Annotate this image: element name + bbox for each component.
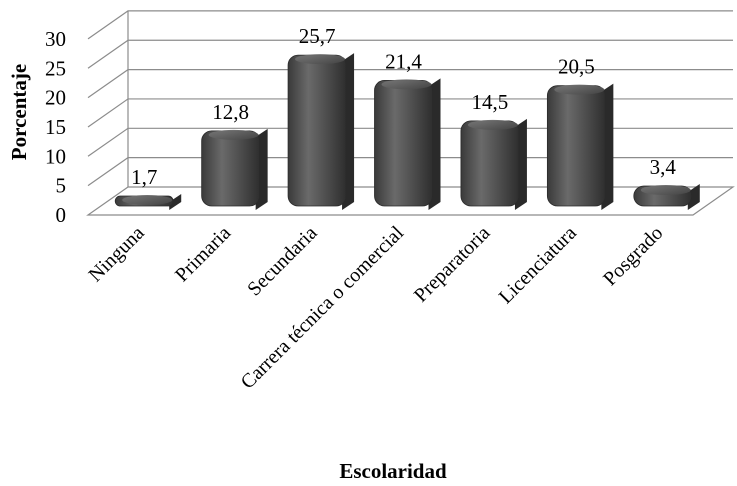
x-tick-label: Secundaria — [243, 222, 321, 300]
y-tick-label: 5 — [56, 174, 67, 198]
bar — [546, 83, 614, 210]
bar — [633, 184, 700, 210]
x-tick-label: Posgrado — [599, 222, 667, 290]
bar-top — [122, 195, 173, 206]
data-label: 12,8 — [212, 100, 249, 124]
y-axis-title: Porcentaje — [7, 64, 31, 160]
bar-top — [381, 79, 432, 90]
x-tick-label: Ninguna — [84, 222, 148, 286]
gridline — [87, 10, 733, 40]
data-label: 1,7 — [131, 165, 157, 189]
bar-top — [640, 185, 691, 196]
bars — [114, 53, 700, 211]
bar-body — [460, 120, 520, 207]
bar-body — [201, 130, 261, 207]
bar — [114, 194, 182, 210]
x-axis-title: Escolaridad — [339, 459, 447, 483]
data-labels: 1,7 12,8 25,7 21,4 14,5 20,5 3,4 — [131, 24, 676, 189]
y-tick-label: 15 — [45, 115, 66, 139]
bar-body — [287, 54, 347, 207]
gridlines — [86, 10, 735, 216]
floor-plane — [86, 186, 735, 216]
bar-side — [169, 194, 182, 210]
y-tick-label: 0 — [56, 203, 67, 227]
x-tick-label: Primaria — [171, 222, 235, 286]
bar-top — [554, 84, 605, 95]
x-tick-label: Preparatoria — [410, 222, 495, 307]
bar-top — [208, 129, 259, 140]
bar — [374, 78, 441, 210]
data-label: 25,7 — [299, 24, 336, 48]
data-label: 20,5 — [558, 55, 595, 79]
y-tick-label: 20 — [45, 86, 66, 110]
bar-top — [467, 119, 518, 130]
y-tick-label: 10 — [45, 144, 66, 168]
bar-body — [374, 79, 433, 207]
bar-top — [295, 54, 346, 65]
y-tick-label: 30 — [45, 27, 66, 51]
y-tick-labels: 0 5 10 15 20 25 30 — [45, 27, 66, 227]
x-tick-label: Licenciatura — [495, 222, 581, 308]
data-label: 14,5 — [472, 90, 509, 114]
data-label: 21,4 — [385, 49, 422, 73]
data-label: 3,4 — [650, 155, 677, 179]
bar — [460, 118, 527, 210]
bar-side — [687, 184, 700, 210]
bar — [201, 128, 268, 210]
bar — [287, 53, 355, 211]
y-tick-label: 25 — [45, 56, 66, 80]
bar-body — [546, 85, 606, 207]
x-tick-label: Carrera técnica o comercial — [237, 222, 409, 394]
